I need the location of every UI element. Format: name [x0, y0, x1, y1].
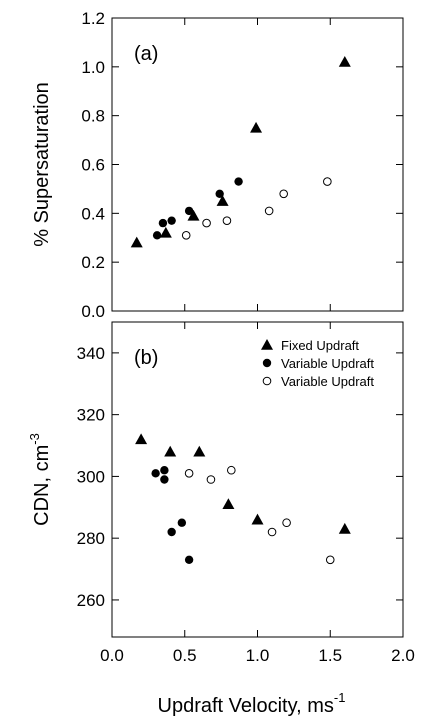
y-tick-label: 0.8: [81, 107, 105, 126]
y-tick-label: 300: [77, 467, 105, 486]
data-point-series-1: [215, 189, 224, 198]
data-point-series-2: [202, 218, 211, 228]
legend-label-1: Variable Updraft: [281, 356, 374, 371]
x-axis-label-text: Updraft Velocity, ms: [158, 695, 334, 717]
data-point-series-1: [234, 177, 243, 186]
data-point-series-1: [160, 466, 169, 475]
y-tick-label: 0.0: [81, 302, 105, 321]
x-tick-label: 0.5: [173, 646, 197, 665]
y-axis-label: CDN, cm-3: [27, 433, 53, 526]
y-tick-label: 260: [77, 591, 105, 610]
legend-marker-1: [262, 358, 272, 368]
y-axis-label-text: CDN, cm: [31, 445, 53, 526]
y-tick-label: 1.0: [81, 58, 105, 77]
data-point-series-1: [151, 469, 160, 478]
data-point-series-2: [282, 518, 291, 528]
data-point-series-0: [193, 445, 206, 457]
legend-marker-0: [261, 339, 273, 350]
legend-marker-2: [262, 376, 272, 386]
y-tick-label: 340: [77, 344, 105, 363]
panel-a-plot: 0.0 0.2 0.4 0.6 0.8 1.0 1.2 (a) % Supersaturatio…: [31, 9, 404, 321]
data-point-series-2: [279, 189, 288, 199]
y-tick-label: 320: [77, 406, 105, 425]
data-point-series-1: [158, 218, 168, 228]
data-point-series-2: [325, 555, 335, 565]
data-point-series-2: [222, 216, 232, 225]
x-tick-label: 1.5: [318, 646, 342, 665]
data-point-series-1: [152, 231, 162, 240]
y-axis-label-sup: -3: [27, 433, 42, 445]
y-tick-label: 1.2: [81, 9, 105, 28]
x-axis-label: Updraft Velocity, ms-1: [158, 690, 346, 717]
data-point-series-0: [187, 209, 200, 221]
data-point-series-0: [338, 522, 351, 534]
x-tick-label: 2.0: [391, 646, 415, 665]
data-point-series-0: [159, 226, 172, 238]
data-point-series-0: [164, 445, 177, 457]
panel-label: (a): [134, 43, 158, 65]
data-point-series-2: [184, 469, 194, 478]
data-point-series-2: [264, 206, 274, 216]
data-point-series-2: [181, 231, 191, 240]
y-tick-label: 0.4: [81, 204, 105, 223]
y-axis-label: % Supersaturation: [31, 82, 53, 247]
data-point-series-2: [227, 465, 236, 475]
data-point-series-2: [323, 177, 332, 186]
data-point-series-0: [130, 236, 143, 248]
y-tick-label: 0.6: [81, 156, 105, 175]
data-point-series-1: [160, 475, 169, 484]
y-tick-label: 0.2: [81, 253, 105, 272]
panel-label: (b): [134, 347, 158, 369]
data-point-series-2: [267, 527, 277, 537]
x-tick-label: 1.0: [246, 646, 270, 665]
data-point-series-1: [177, 518, 187, 527]
panel-b-plot: 260 280 300 320 340 0.0 0.5 1.0 1.5 2.0 (b) CDN, cm…: [27, 321, 415, 717]
y-tick-label: 280: [77, 529, 105, 548]
data-point-series-2: [206, 475, 216, 484]
data-point-series-1: [184, 206, 194, 216]
data-point-series-1: [184, 555, 194, 564]
y-axis-label-text: % Supersaturation: [31, 82, 53, 247]
legend-label-2: Variable Updraft: [281, 374, 374, 389]
data-point-series-0: [222, 498, 235, 510]
data-point-series-0: [216, 195, 229, 206]
data-point-series-0: [135, 433, 148, 445]
legend-label-0: Fixed Updraft: [281, 338, 359, 353]
data-point-series-1: [167, 216, 176, 225]
data-point-series-0: [338, 55, 351, 67]
data-point-series-0: [251, 513, 264, 525]
x-axis-label-sup: -1: [334, 690, 346, 705]
data-point-series-0: [250, 121, 263, 133]
data-point-series-1: [167, 527, 176, 537]
x-tick-label: 0.0: [100, 646, 124, 665]
